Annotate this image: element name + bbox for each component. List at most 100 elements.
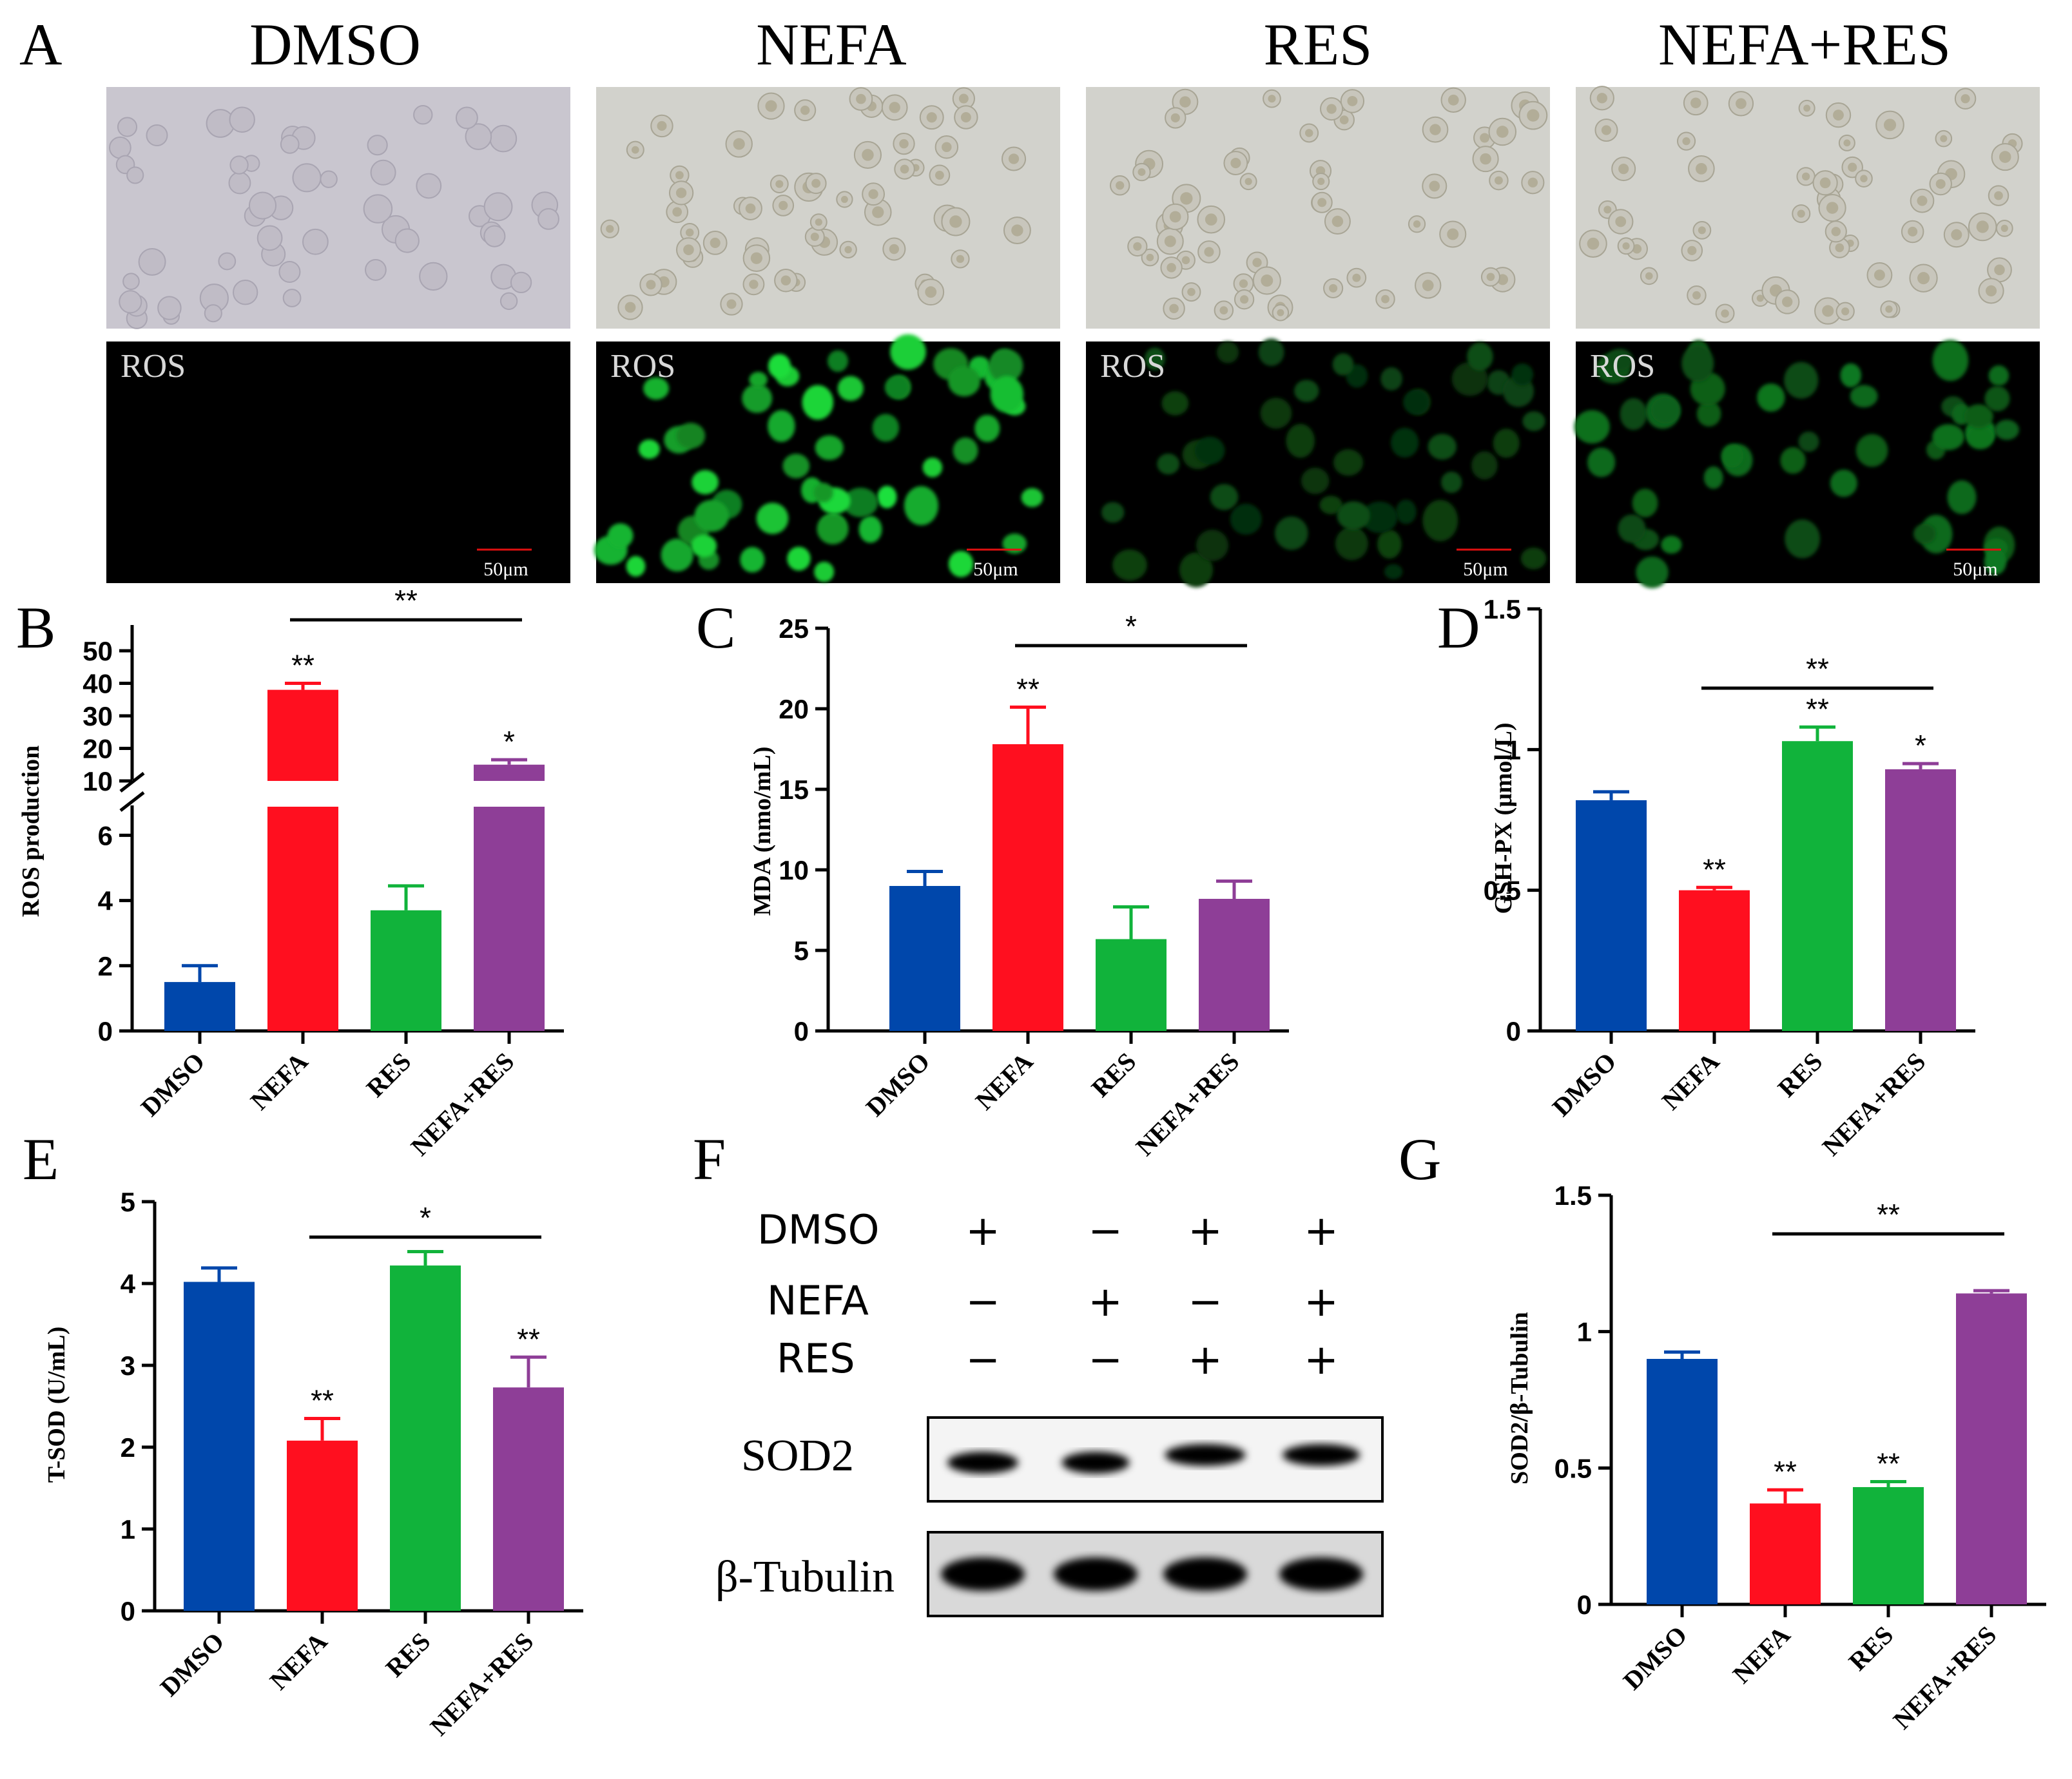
bar-nefa-res [1956, 1293, 2027, 1604]
ros-cell [1850, 385, 1878, 408]
y-tick-label: 0.5 [1484, 876, 1521, 906]
y-tick-label: 5 [121, 1187, 135, 1217]
ros-cell [890, 334, 926, 370]
ros-cell [1361, 501, 1398, 534]
x-tick-label: DMSO [135, 1047, 211, 1122]
y-tick-label: 0 [1506, 1016, 1521, 1046]
cell-nucleus [1179, 96, 1191, 108]
cell-nucleus [810, 232, 819, 242]
panel-a-micrographs: DMSO ROS 50μm NEFA ROS 50μm RES ROS 50μm NEFA+RES… [106, 12, 2040, 588]
blot-band [941, 1557, 1025, 1591]
cell [117, 117, 138, 137]
cell [280, 134, 300, 154]
y-axis-label: MDA (nmo/mL) [749, 747, 776, 916]
cell-nucleus [1596, 93, 1607, 104]
y-tick-label: 0 [121, 1596, 135, 1626]
blot-band [1163, 1557, 1247, 1591]
cell [282, 289, 302, 307]
y-tick-label: 2 [121, 1432, 135, 1463]
cell [126, 166, 144, 184]
axis-break-mark [119, 791, 145, 812]
treatment-sign: − [1088, 1207, 1123, 1255]
cell-nucleus [1883, 119, 1897, 131]
ros-cell [837, 376, 864, 401]
cell-nucleus [868, 189, 878, 199]
ros-cell [922, 457, 943, 477]
ros-label: ROS [610, 348, 675, 385]
cell-nucleus [1860, 175, 1868, 182]
ros-cell [1618, 514, 1646, 543]
cell-nucleus [1682, 137, 1690, 146]
bar-res [1853, 1486, 1924, 1604]
cell-nucleus [779, 200, 788, 211]
ros-cell [1651, 396, 1681, 424]
ros-cell [1422, 499, 1458, 542]
cell-nucleus [1826, 202, 1839, 214]
cell [229, 155, 249, 175]
x-tick-label: NEFA+RES [1130, 1047, 1245, 1162]
bar-dmso [184, 1282, 255, 1611]
cell-nucleus [862, 149, 874, 161]
y-tick-label: 1 [1506, 735, 1521, 765]
chart-panel-c: 0 5 10 15 20 25 MDA (nmo/mL) DMSO ** NEFA RESNEFA+… [749, 610, 1289, 1161]
cell-nucleus [1999, 151, 2011, 163]
cell [483, 192, 513, 222]
y-tick-label: 0 [794, 1016, 809, 1046]
ros-cell [1260, 398, 1292, 429]
ros-cell [1333, 449, 1364, 476]
treatment-sign: + [1088, 1278, 1123, 1326]
cell-nucleus [683, 244, 694, 255]
chart-panel-e: 0 1 2 3 4 5 T-SOD (U/mL) DMSO ** NEFA RES ** NEFA+RE… [43, 1187, 583, 1741]
ros-cell [904, 486, 938, 526]
cell-nucleus [1422, 280, 1434, 291]
cell-nucleus [1244, 178, 1252, 186]
cell-nucleus [1347, 95, 1358, 106]
ros-cell [1380, 367, 1402, 391]
ros-cell [1984, 386, 2010, 412]
cell-nucleus [1587, 237, 1600, 250]
blot-band [1283, 1444, 1360, 1466]
cell-nucleus [1782, 296, 1793, 307]
ros-cell [1964, 404, 1993, 428]
ros-cell [872, 414, 900, 442]
treatment-sign: + [1304, 1278, 1339, 1326]
x-tick-label: NEFA+RES [405, 1047, 520, 1162]
x-tick-label: NEFA [1727, 1620, 1796, 1689]
cell [510, 271, 532, 294]
cell-nucleus [1339, 115, 1349, 125]
cell-nucleus [1495, 176, 1503, 185]
significance-mark: ** [291, 649, 315, 682]
ros-cell [1196, 530, 1229, 561]
cell-nucleus [889, 244, 900, 255]
panel-letter-a: A [19, 12, 62, 77]
ros-cell [974, 414, 1000, 442]
cell-nucleus [1831, 227, 1841, 236]
cell-nucleus [1690, 97, 1701, 109]
bar-res [1096, 939, 1167, 1031]
cell-nucleus [1985, 285, 1997, 296]
y-tick-label: 1 [1577, 1317, 1592, 1347]
ros-cell [1522, 411, 1545, 432]
cell-nucleus [1261, 274, 1273, 287]
cell-nucleus [956, 255, 965, 263]
cell-nucleus [1480, 153, 1491, 165]
cell-nucleus [1736, 98, 1747, 110]
y-tick-label: 0 [1577, 1590, 1592, 1620]
ros-cell [827, 350, 849, 372]
cell-nucleus [675, 188, 687, 198]
ros-cell [1511, 363, 1534, 386]
x-tick-label: DMSO [155, 1627, 230, 1702]
cell-nucleus [710, 237, 721, 248]
ros-cell [1335, 527, 1368, 561]
y-tick-label: 2 [98, 951, 113, 981]
ros-cell [1785, 519, 1820, 559]
y-tick-label: 1 [121, 1514, 135, 1544]
cell-nucleus [1252, 258, 1262, 267]
cell-nucleus [1486, 273, 1495, 282]
panel-letter-c: C [696, 595, 735, 660]
cell [278, 261, 301, 284]
treatment-sign: + [1304, 1207, 1339, 1255]
cell-nucleus [1601, 125, 1612, 135]
cell-nucleus [1833, 110, 1844, 120]
